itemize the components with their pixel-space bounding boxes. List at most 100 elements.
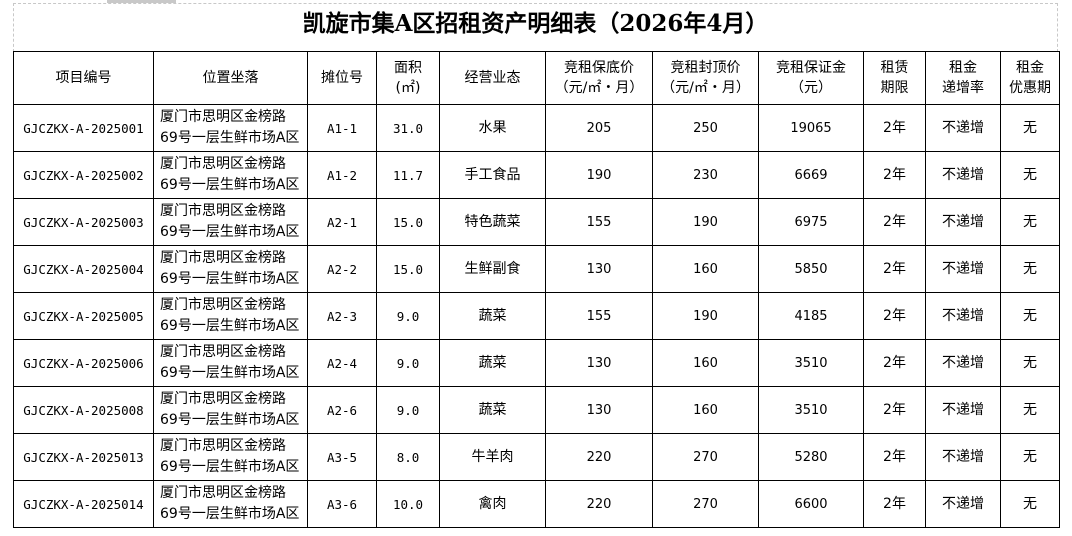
header-lease-term: 租赁 期限 — [863, 51, 926, 105]
cell-rent-discount: 无 — [1000, 245, 1060, 293]
cell-deposit: 6669 — [758, 151, 864, 199]
location-line: 厦门市思明区金榜路 — [160, 344, 286, 360]
cell-cap-price: 160 — [652, 339, 759, 387]
cell-location: 厦门市思明区金榜路 69号一层生鲜市场A区 — [153, 386, 308, 434]
cell-area: 31.0 — [376, 104, 440, 152]
cell-rent-increase: 不递增 — [925, 104, 1001, 152]
cell-business-type: 特色蔬菜 — [439, 198, 546, 246]
cell-lease-term: 2年 — [863, 104, 926, 152]
header-floor-price: 竞租保底价 （元/㎡・月） — [545, 51, 653, 105]
cell-floor-price: 130 — [545, 386, 653, 434]
header-text: 摊位号 — [321, 70, 363, 86]
cell-floor-price: 205 — [545, 104, 653, 152]
header-text: 竞租保底价 — [564, 60, 634, 76]
cell-rent-discount: 无 — [1000, 104, 1060, 152]
cell-floor-price: 190 — [545, 151, 653, 199]
table-row: GJCZKX-A-2025004 厦门市思明区金榜路 69号一层生鲜市场A区 A2-2… — [13, 245, 1060, 293]
cell-lease-term: 2年 — [863, 292, 926, 340]
page-title: 凯旋市集A区招租资产明细表（2026年4月） — [302, 10, 769, 37]
cell-floor-price: 155 — [545, 198, 653, 246]
cell-lease-term: 2年 — [863, 245, 926, 293]
header-text: 递增率 — [942, 80, 984, 96]
cell-rent-discount: 无 — [1000, 480, 1060, 528]
header-text: 项目编号 — [55, 70, 112, 86]
cell-area: 15.0 — [376, 198, 440, 246]
cell-project-id: GJCZKX-A-2025003 — [13, 198, 154, 246]
location-line: 厦门市思明区金榜路 — [160, 438, 286, 454]
cell-rent-discount: 无 — [1000, 433, 1060, 481]
cell-stall-no: A2-1 — [307, 198, 377, 246]
location-line: 69号一层生鲜市场A区 — [160, 130, 300, 146]
location-line: 69号一层生鲜市场A区 — [160, 177, 300, 193]
cell-stall-no: A1-1 — [307, 104, 377, 152]
cell-lease-term: 2年 — [863, 198, 926, 246]
cell-cap-price: 190 — [652, 292, 759, 340]
cell-stall-no: A2-6 — [307, 386, 377, 434]
location-line: 69号一层生鲜市场A区 — [160, 365, 300, 381]
cell-location: 厦门市思明区金榜路 69号一层生鲜市场A区 — [153, 339, 308, 387]
cell-business-type: 禽肉 — [439, 480, 546, 528]
header-row: 项目编号 位置坐落 摊位号 面积 (㎡) 经营业态 竞租保底价 （元/㎡・月） 竞租封顶价 （元/… — [13, 51, 1060, 105]
cell-floor-price: 220 — [545, 480, 653, 528]
table-row: GJCZKX-A-2025003 厦门市思明区金榜路 69号一层生鲜市场A区 A2-1… — [13, 198, 1060, 246]
sheet-tab-marker — [107, 0, 176, 3]
header-text: （元/㎡・月） — [661, 80, 750, 96]
cell-project-id: GJCZKX-A-2025002 — [13, 151, 154, 199]
cell-cap-price: 160 — [652, 245, 759, 293]
location-line: 厦门市思明区金榜路 — [160, 485, 286, 501]
cell-business-type: 蔬菜 — [439, 292, 546, 340]
location-line: 69号一层生鲜市场A区 — [160, 412, 300, 428]
asset-table: 项目编号 位置坐落 摊位号 面积 (㎡) 经营业态 竞租保底价 （元/㎡・月） 竞租封顶价 （元/… — [13, 51, 1060, 528]
cell-deposit: 3510 — [758, 386, 864, 434]
cell-lease-term: 2年 — [863, 339, 926, 387]
cell-location: 厦门市思明区金榜路 69号一层生鲜市场A区 — [153, 245, 308, 293]
cell-location: 厦门市思明区金榜路 69号一层生鲜市场A区 — [153, 480, 308, 528]
cell-lease-term: 2年 — [863, 433, 926, 481]
header-text: 租金 — [1016, 60, 1044, 76]
cell-business-type: 生鲜副食 — [439, 245, 546, 293]
title-cell — [13, 3, 1058, 52]
cell-rent-increase: 不递增 — [925, 480, 1001, 528]
cell-floor-price: 130 — [545, 245, 653, 293]
header-text: （元/㎡・月） — [554, 80, 644, 96]
cell-rent-discount: 无 — [1000, 386, 1060, 434]
cell-location: 厦门市思明区金榜路 69号一层生鲜市场A区 — [153, 151, 308, 199]
cell-stall-no: A3-6 — [307, 480, 377, 528]
header-area: 面积 (㎡) — [376, 51, 440, 105]
cell-project-id: GJCZKX-A-2025001 — [13, 104, 154, 152]
cell-cap-price: 160 — [652, 386, 759, 434]
cell-area: 11.7 — [376, 151, 440, 199]
cell-location: 厦门市思明区金榜路 69号一层生鲜市场A区 — [153, 104, 308, 152]
cell-rent-increase: 不递增 — [925, 151, 1001, 199]
cell-business-type: 手工食品 — [439, 151, 546, 199]
table-row: GJCZKX-A-2025013 厦门市思明区金榜路 69号一层生鲜市场A区 A3-5… — [13, 433, 1060, 481]
location-line: 厦门市思明区金榜路 — [160, 297, 286, 313]
cell-location: 厦门市思明区金榜路 69号一层生鲜市场A区 — [153, 433, 308, 481]
cell-rent-discount: 无 — [1000, 198, 1060, 246]
header-text: 竞租保证金 — [776, 60, 846, 76]
cell-project-id: GJCZKX-A-2025006 — [13, 339, 154, 387]
location-line: 厦门市思明区金榜路 — [160, 156, 286, 172]
cell-lease-term: 2年 — [863, 386, 926, 434]
cell-cap-price: 270 — [652, 480, 759, 528]
header-text: 经营业态 — [464, 70, 521, 86]
cell-floor-price: 130 — [545, 339, 653, 387]
cell-cap-price: 250 — [652, 104, 759, 152]
cell-project-id: GJCZKX-A-2025014 — [13, 480, 154, 528]
table-row: GJCZKX-A-2025002 厦门市思明区金榜路 69号一层生鲜市场A区 A1-2… — [13, 151, 1060, 199]
table-row: GJCZKX-A-2025005 厦门市思明区金榜路 69号一层生鲜市场A区 A2-3… — [13, 292, 1060, 340]
cell-area: 9.0 — [376, 292, 440, 340]
header-text: 位置坐落 — [202, 70, 259, 86]
cell-lease-term: 2年 — [863, 151, 926, 199]
cell-stall-no: A2-3 — [307, 292, 377, 340]
location-line: 厦门市思明区金榜路 — [160, 203, 286, 219]
cell-project-id: GJCZKX-A-2025013 — [13, 433, 154, 481]
cell-cap-price: 270 — [652, 433, 759, 481]
header-deposit: 竞租保证金 （元） — [758, 51, 864, 105]
cell-location: 厦门市思明区金榜路 69号一层生鲜市场A区 — [153, 292, 308, 340]
cell-deposit: 4185 — [758, 292, 864, 340]
cell-rent-increase: 不递增 — [925, 292, 1001, 340]
cell-project-id: GJCZKX-A-2025005 — [13, 292, 154, 340]
cell-rent-discount: 无 — [1000, 151, 1060, 199]
header-text: 面积 — [394, 60, 422, 76]
